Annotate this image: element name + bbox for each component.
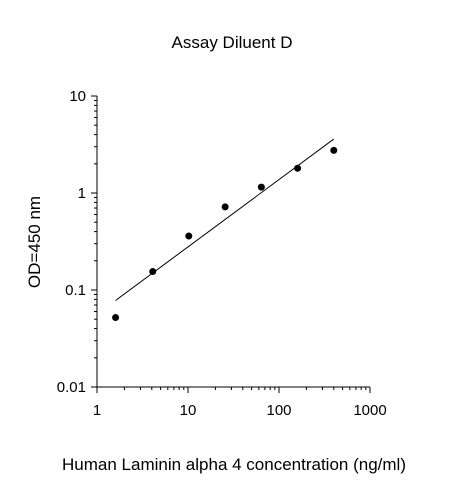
data-point	[294, 164, 302, 172]
data-point	[330, 146, 338, 154]
x-tick-label: 10	[180, 402, 197, 419]
trendline	[115, 138, 335, 301]
data-point	[257, 183, 265, 191]
y-tick-label: 1	[78, 185, 86, 202]
x-tick-label: 100	[266, 402, 291, 419]
x-axis-label: Human Laminin alpha 4 concentration (ng/…	[62, 455, 406, 474]
data-point	[112, 314, 120, 322]
data-point	[149, 268, 157, 276]
y-tick-label: 0.1	[65, 282, 86, 299]
trendline-group	[115, 138, 335, 301]
y-tick-label: 0.01	[57, 379, 86, 396]
data-point	[185, 232, 193, 240]
axes	[96, 96, 370, 388]
x-tick-label: 1000	[353, 402, 386, 419]
y-tick-label: 10	[69, 88, 86, 105]
chart-title: Assay Diluent D	[172, 33, 293, 52]
y-axis-label: OD=450 nm	[25, 196, 44, 288]
data-points	[112, 146, 338, 322]
ticks: 0.01 0.1 1 10 1 10 100 1000	[57, 88, 387, 419]
data-point	[221, 203, 229, 211]
x-tick-label: 1	[93, 402, 101, 419]
